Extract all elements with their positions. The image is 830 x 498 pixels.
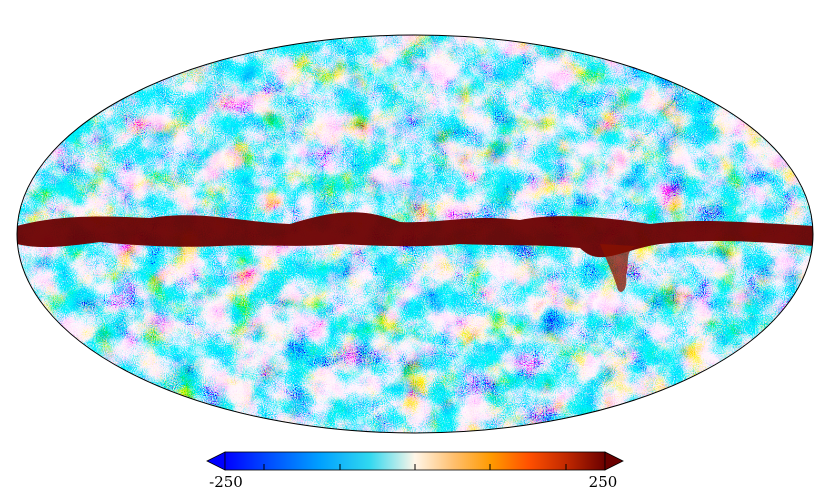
galactic-plane-spur <box>600 244 636 293</box>
colorbar: -250 250 <box>206 451 624 491</box>
map-boundary <box>16 34 814 434</box>
colorbar-ticks <box>263 464 567 470</box>
colorbar-extend-max <box>604 451 624 471</box>
colorbar-extend-min <box>206 451 226 471</box>
colorbar-max-label: 250 <box>589 473 618 491</box>
mollweide-map <box>16 34 814 434</box>
colorbar-min-label: -250 <box>209 473 243 491</box>
